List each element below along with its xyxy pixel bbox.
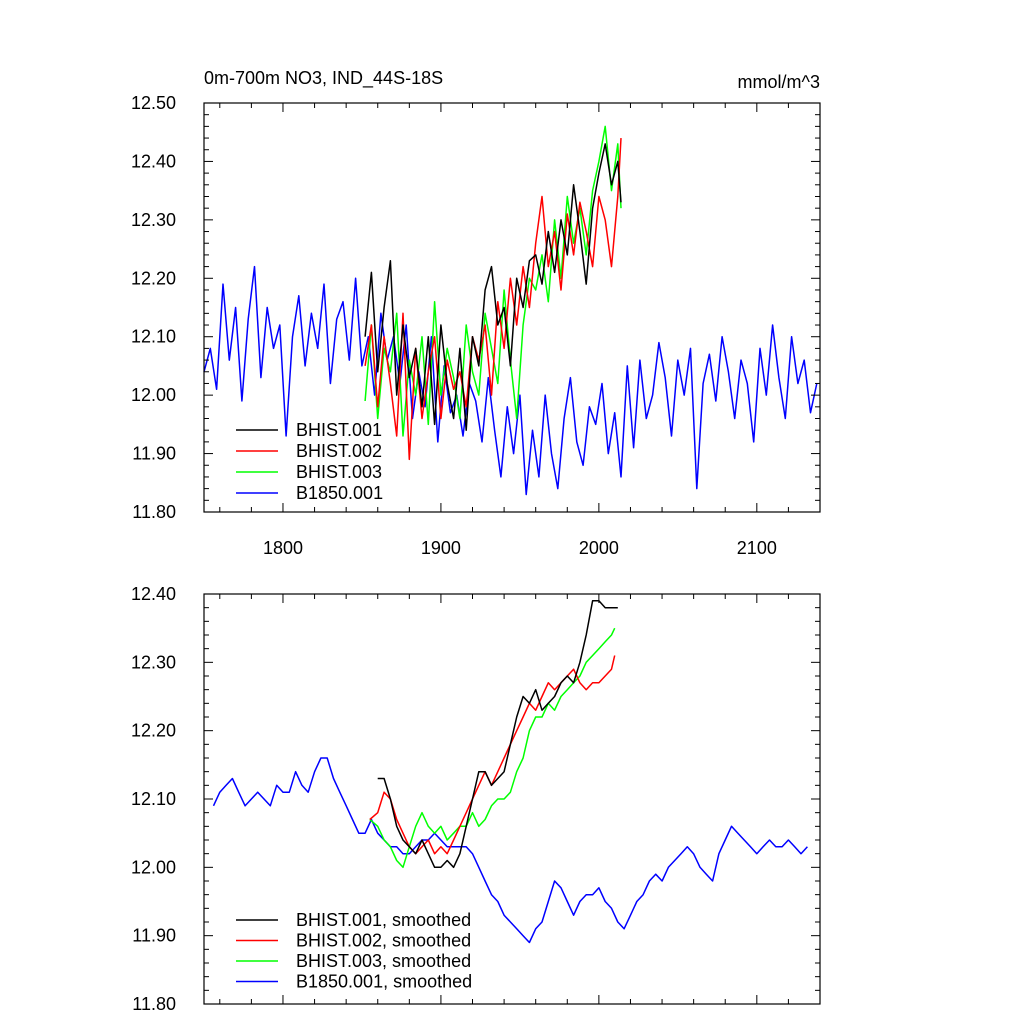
y-tick-label: 12.10: [131, 789, 176, 809]
legend-label: BHIST.003: [296, 462, 382, 482]
legend-label: BHIST.002: [296, 441, 382, 461]
y-tick-label: 11.90: [132, 926, 176, 946]
legend-label: B1850.001: [296, 483, 383, 503]
units-label: mmol/m^3: [738, 72, 820, 92]
series-line-4: [203, 265, 818, 496]
y-tick-label: 12.00: [131, 385, 176, 405]
y-tick-label: 12.50: [131, 93, 176, 113]
y-tick-label: 12.00: [131, 857, 176, 877]
x-tick-label: 1900: [421, 538, 461, 558]
y-tick-label: 11.80: [132, 502, 176, 522]
series-line-1: [377, 600, 618, 869]
series-line-4: [212, 757, 808, 944]
legend-label: BHIST.001, smoothed: [296, 910, 471, 930]
legend-label: BHIST.002, smoothed: [296, 931, 471, 951]
legend-label: B1850.001, smoothed: [296, 972, 472, 992]
y-tick-label: 12.40: [131, 584, 176, 604]
top-panel: 11.80 11.90 12.00 12.10 12.20 12.30 12.40 12.50…: [131, 93, 821, 558]
y-tick-label: 12.40: [131, 151, 176, 171]
y-tick-label: 11.90: [132, 444, 176, 464]
series-line-2: [369, 655, 616, 855]
series-line-3: [369, 627, 616, 869]
bottom-panel: 11.80 11.90 12.00 12.10 12.20 12.30 12.40 BHIST…: [131, 584, 821, 1014]
x-tick-label: 2100: [737, 538, 777, 558]
legend-label: BHIST.001: [296, 420, 382, 440]
y-tick-label: 12.20: [131, 268, 176, 288]
series-line-2: [364, 138, 622, 461]
y-tick-label: 11.80: [132, 994, 176, 1014]
y-tick-label: 12.10: [131, 327, 176, 347]
legend-label: BHIST.003, smoothed: [296, 951, 471, 971]
x-tick-label: 1800: [263, 538, 303, 558]
x-tick-label: 2000: [579, 538, 619, 558]
plot-frame: [203, 102, 821, 513]
y-tick-label: 12.20: [131, 721, 176, 741]
y-tick-label: 12.30: [131, 652, 176, 672]
y-tick-label: 12.30: [131, 210, 176, 230]
chart-title: 0m-700m NO3, IND_44S-18S: [204, 68, 443, 89]
series-line-1: [364, 143, 622, 431]
